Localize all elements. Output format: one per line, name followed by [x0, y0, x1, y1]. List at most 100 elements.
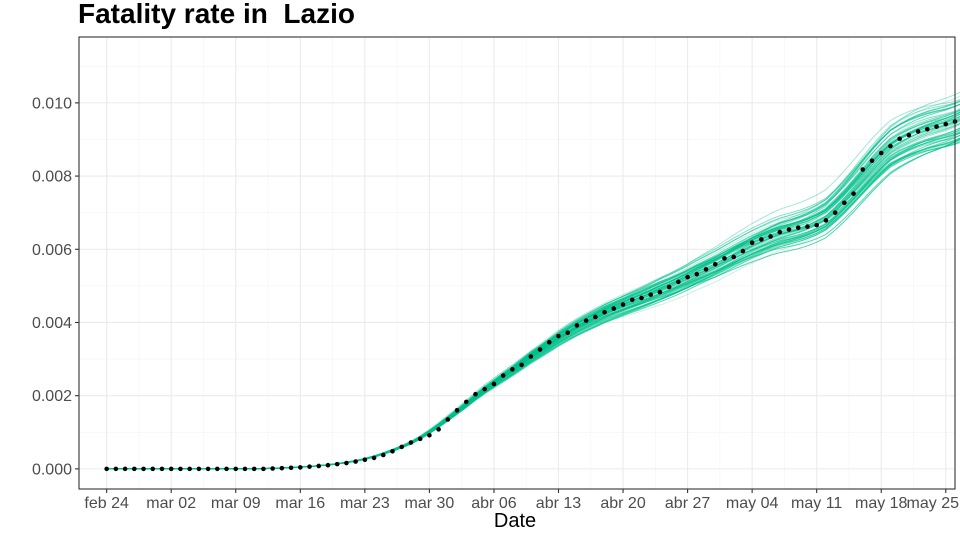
data-point — [685, 274, 690, 280]
data-point — [298, 465, 303, 470]
chart-title: Fatality rate in Lazio — [78, 0, 355, 29]
y-tick-label: 0.002 — [32, 388, 72, 405]
data-point — [814, 222, 819, 228]
data-point — [740, 248, 746, 254]
data-point — [906, 132, 912, 138]
data-point — [141, 466, 146, 472]
data-point — [694, 271, 700, 277]
data-point — [113, 466, 119, 472]
data-point — [731, 254, 736, 260]
x-tick-label: mar 02 — [146, 495, 196, 512]
data-point — [187, 466, 192, 472]
data-point — [436, 427, 441, 432]
panel-border — [78, 36, 956, 490]
data-point — [657, 289, 663, 295]
data-point — [390, 449, 395, 454]
data-point — [934, 124, 939, 129]
y-tick-label: 0.010 — [32, 95, 72, 112]
data-point — [703, 267, 709, 272]
data-point — [159, 466, 165, 472]
data-point — [537, 347, 543, 352]
data-point — [168, 466, 174, 472]
data-point — [463, 399, 469, 405]
x-tick-label: mar 16 — [275, 495, 325, 512]
data-point — [666, 284, 672, 290]
data-point — [205, 466, 211, 472]
data-point — [611, 306, 617, 311]
x-tick-label: abr 27 — [665, 495, 710, 512]
data-point — [556, 333, 561, 339]
data-point — [417, 436, 423, 442]
data-point — [316, 463, 322, 469]
data-point — [510, 367, 515, 372]
data-point — [215, 466, 220, 472]
x-tick-label: may 04 — [726, 495, 779, 512]
data-point — [722, 256, 727, 261]
data-point — [325, 462, 331, 468]
data-point — [279, 465, 285, 471]
data-point — [712, 261, 718, 267]
data-point — [851, 191, 856, 196]
data-point — [371, 455, 377, 461]
x-tick-label: mar 30 — [405, 495, 455, 512]
data-point — [122, 466, 128, 472]
data-point — [823, 218, 829, 223]
x-tick-label: may 11 — [791, 495, 842, 512]
y-tick-label: 0.008 — [32, 169, 72, 186]
y-tick-label: 0.000 — [32, 461, 72, 478]
data-point — [251, 466, 257, 472]
data-point — [795, 225, 801, 230]
data-point — [482, 386, 488, 392]
data-point — [759, 237, 764, 242]
x-tick-label: may 25 — [907, 495, 960, 512]
data-point — [602, 309, 607, 315]
data-point — [888, 143, 893, 149]
data-point — [639, 295, 644, 301]
data-point — [528, 354, 534, 359]
x-tick-label: abr 06 — [471, 495, 516, 512]
data-point — [132, 466, 137, 472]
data-point — [565, 330, 571, 336]
y-tick-label: 0.004 — [32, 315, 72, 332]
data-point — [242, 466, 248, 472]
data-point — [500, 373, 506, 378]
data-point — [150, 466, 156, 472]
data-point — [768, 234, 773, 239]
data-point — [427, 432, 432, 438]
data-point — [786, 227, 792, 232]
data-point — [629, 297, 635, 303]
y-tick-label: 0.006 — [32, 242, 72, 259]
data-point — [546, 339, 552, 345]
data-point — [408, 440, 414, 445]
data-point — [196, 466, 202, 472]
data-point — [104, 466, 109, 472]
data-point — [224, 466, 229, 472]
data-point — [353, 459, 358, 464]
data-point — [261, 466, 266, 472]
data-point — [344, 460, 349, 466]
plot-panel — [79, 37, 955, 489]
data-point — [307, 464, 312, 469]
data-point — [897, 136, 902, 142]
x-tick-label: mar 23 — [340, 495, 390, 512]
x-tick-label: may 18 — [855, 495, 908, 512]
data-point — [925, 126, 930, 132]
data-point — [445, 417, 451, 422]
data-point — [805, 224, 810, 229]
data-point — [399, 444, 405, 450]
data-point — [334, 461, 340, 467]
data-point — [878, 150, 884, 156]
data-point — [676, 279, 681, 285]
data-point — [593, 314, 598, 320]
x-axis-label: Date — [493, 510, 537, 532]
data-point — [178, 466, 183, 472]
x-tick-label: feb 24 — [84, 495, 129, 512]
data-point — [777, 229, 783, 235]
data-point — [915, 129, 921, 134]
x-tick-label: mar 09 — [211, 495, 261, 512]
data-point — [362, 457, 368, 463]
data-point — [869, 158, 875, 164]
x-tick-label: abr 20 — [600, 495, 645, 512]
